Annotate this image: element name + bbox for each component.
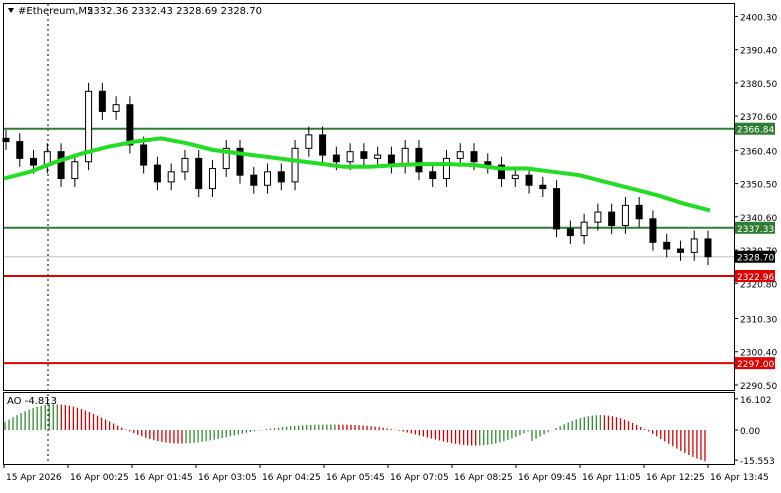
candle-body [264, 171, 272, 186]
oscillator-label: AO -4.813 [7, 396, 57, 407]
time-tick-label: 16 Apr 11:05 [582, 473, 641, 483]
candle-body [401, 147, 409, 166]
main-plot-frame [3, 3, 735, 391]
candle-body [208, 167, 216, 190]
level-tag [735, 270, 775, 283]
chart-header: #Ethereum,M5 2332.36 2332.43 2328.69 232… [8, 6, 262, 17]
candle-body [85, 90, 93, 163]
candle-body [676, 248, 684, 253]
time-tick-label: 16 Apr 01:45 [134, 473, 193, 483]
price-tick-label: 2310.30 [740, 316, 777, 326]
price-tick-label: 2300.40 [740, 349, 777, 359]
candle-body [456, 151, 464, 159]
ohlc-values: 2332.36 2332.43 2328.69 2328.70 [87, 6, 262, 17]
candle-body [140, 144, 148, 166]
symbol-label: #Ethereum,M5 [18, 6, 93, 17]
price-tick-label: 2320.80 [740, 280, 777, 290]
candle-body [553, 188, 561, 230]
candle-body [112, 104, 120, 112]
oscillator-tick-label: 16.102 [740, 396, 772, 406]
candle-body [16, 141, 24, 159]
candle-body [470, 151, 478, 163]
level-tag [735, 221, 775, 234]
candle-body [195, 157, 203, 190]
time-tick-label: 16 Apr 04:25 [262, 473, 321, 483]
price-tick-label: 2340.60 [740, 214, 777, 224]
candle-body [222, 147, 230, 169]
candle-body [57, 151, 65, 180]
price-tick-label: 2390.40 [740, 47, 777, 57]
candle-body [291, 147, 299, 183]
candle-body [539, 184, 547, 190]
candle-body [236, 147, 244, 176]
time-tick-label: 16 Apr 05:45 [326, 473, 385, 483]
candle-body [594, 211, 602, 223]
candle-body [511, 174, 519, 180]
candle-body [71, 161, 79, 180]
time-tick-label: 15 Apr 2026 [6, 473, 62, 483]
candle-body [277, 171, 285, 183]
candle-body [525, 174, 533, 186]
candle-body [126, 104, 134, 146]
current-price-tag [735, 250, 775, 263]
candle-body [635, 204, 643, 220]
candle-body [30, 157, 38, 166]
oscillator-frame [3, 392, 735, 465]
time-tick-label: 16 Apr 03:05 [198, 473, 257, 483]
time-tick-label: 16 Apr 09:45 [518, 473, 577, 483]
price-tick-label: 2370.60 [740, 113, 777, 123]
price-tick-label: 2360.40 [740, 147, 777, 157]
candle-body [442, 157, 450, 180]
candle-body [250, 174, 258, 186]
candle-body [346, 151, 354, 163]
candle-body [649, 218, 657, 243]
moving-average-line [3, 136, 711, 213]
price-tick-label: 2400.30 [740, 13, 777, 23]
candle-body [305, 134, 313, 149]
current-price-label: 2328.70 [737, 254, 774, 264]
level-tag [735, 357, 775, 370]
candle-body [374, 154, 382, 159]
price-tick-label: 2380.50 [740, 80, 777, 90]
price-tick-label: 2290.50 [740, 382, 777, 392]
candle-body [566, 228, 574, 237]
candle-body [332, 154, 340, 163]
time-tick-label: 16 Apr 08:25 [454, 473, 513, 483]
candle-body [621, 204, 629, 227]
level-tag [735, 122, 775, 135]
level-tag-label: 2322.96 [737, 273, 774, 283]
candle-body [704, 238, 712, 258]
triangle-down-icon[interactable] [8, 8, 14, 13]
candle-body [360, 151, 368, 159]
candle-body [663, 241, 671, 250]
candle-body [580, 221, 588, 237]
candle-body [690, 238, 698, 253]
candle-body [608, 211, 616, 227]
time-tick-label: 16 Apr 00:25 [70, 473, 129, 483]
oscillator-tick-label: -15.553 [740, 457, 775, 467]
candle-body [2, 137, 10, 143]
candle-body [429, 171, 437, 180]
time-tick-label: 16 Apr 12:25 [646, 473, 705, 483]
level-tag-label: 2297.00 [737, 360, 774, 370]
time-tick-label: 16 Apr 13:45 [710, 473, 769, 483]
candle-body [319, 134, 327, 156]
level-tag-label: 2337.33 [737, 225, 774, 235]
oscillator-tick-label: 0.00 [740, 427, 760, 437]
candle-body [498, 164, 506, 180]
level-tag-label: 2366.84 [737, 126, 774, 136]
candle-body [98, 90, 106, 112]
candle-body [181, 157, 189, 173]
candle-body [415, 147, 423, 173]
price-tick-label: 2350.50 [740, 181, 777, 191]
candle-body [167, 171, 175, 183]
time-tick-label: 16 Apr 07:05 [390, 473, 449, 483]
candle-body [153, 164, 161, 183]
